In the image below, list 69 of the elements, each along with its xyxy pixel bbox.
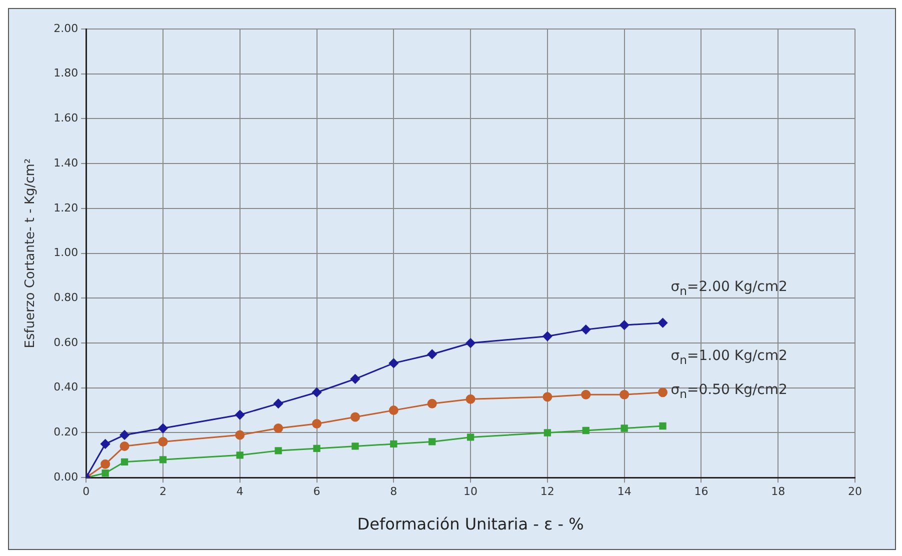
point — [388, 406, 398, 416]
series-label: σ$_{n}$=0.50 Kg/cm2 — [670, 382, 788, 401]
point — [274, 424, 284, 434]
point — [158, 424, 168, 434]
y-tick-label: 1.40 — [54, 156, 78, 170]
point — [581, 324, 591, 334]
y-tick-label: 2.00 — [54, 22, 78, 35]
point — [620, 320, 630, 330]
y-tick-label: 0.60 — [54, 336, 78, 349]
x-tick-label: 14 — [617, 485, 632, 498]
x-tick-label: 12 — [540, 485, 554, 498]
x-tick-label: 4 — [236, 485, 244, 498]
point — [120, 430, 130, 440]
point — [620, 424, 628, 432]
point — [100, 439, 110, 449]
point — [120, 441, 130, 451]
x-tick-label: 16 — [694, 485, 708, 498]
x-tick-label: 8 — [390, 485, 398, 498]
point — [235, 410, 245, 420]
point — [427, 398, 437, 408]
point — [582, 426, 590, 434]
point — [352, 442, 359, 450]
point — [466, 338, 476, 348]
point — [312, 419, 322, 429]
point — [542, 392, 552, 402]
point — [350, 412, 360, 422]
point — [274, 447, 282, 454]
point — [390, 440, 398, 448]
point — [236, 452, 244, 459]
point — [658, 388, 668, 398]
series-label: σ$_{n}$=2.00 Kg/cm2 — [670, 278, 788, 298]
point — [235, 430, 245, 440]
point — [658, 318, 668, 328]
x-tick-label: 0 — [82, 485, 90, 498]
point — [350, 374, 360, 384]
y-axis-title: Esfuerzo Cortante- t - Kg/cm² — [23, 158, 38, 348]
y-tick-label: 0.00 — [54, 470, 78, 484]
point — [659, 422, 666, 430]
x-tick-label: 18 — [771, 485, 786, 498]
y-tick-label: 1.60 — [54, 112, 78, 125]
y-tick-label: 1.00 — [54, 246, 78, 260]
point — [542, 332, 552, 342]
y-tick-label: 0.80 — [54, 291, 78, 304]
point — [274, 398, 284, 408]
point — [120, 458, 128, 466]
x-tick-label: 2 — [159, 485, 166, 498]
point — [313, 444, 320, 452]
point — [312, 388, 322, 398]
point — [428, 438, 436, 446]
point — [620, 390, 630, 400]
x-axis-title: Deformación Unitaria - ε - % — [357, 514, 584, 534]
point — [427, 349, 437, 359]
point — [466, 394, 476, 404]
y-tick-label: 1.80 — [54, 66, 78, 80]
series-label: σ$_{n}$=1.00 Kg/cm2 — [670, 348, 788, 368]
point — [102, 470, 109, 477]
y-tick-label: 0.20 — [54, 426, 78, 439]
x-tick-label: 10 — [464, 485, 478, 498]
point — [466, 434, 474, 441]
point — [581, 390, 591, 400]
x-tick-label: 20 — [848, 485, 862, 498]
point — [100, 459, 110, 469]
point — [544, 429, 552, 436]
point — [388, 358, 398, 368]
point — [158, 436, 168, 446]
point — [159, 456, 167, 464]
y-tick-label: 1.20 — [54, 201, 78, 214]
x-tick-label: 6 — [313, 485, 320, 498]
y-tick-label: 0.40 — [54, 380, 78, 394]
